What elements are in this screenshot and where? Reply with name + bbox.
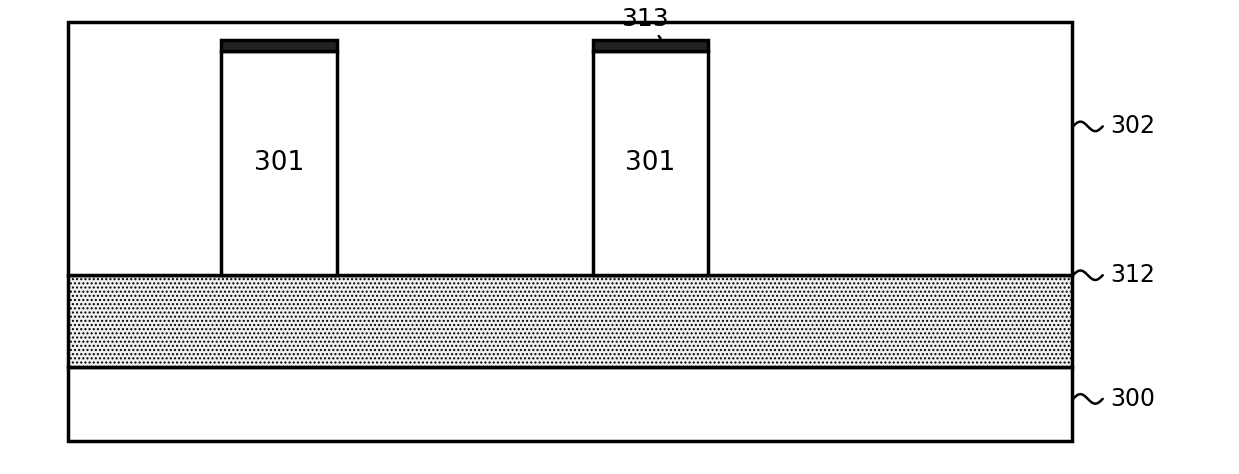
Bar [68,367,1072,441]
Text: 300: 300 [1110,387,1155,411]
Bar [68,22,1072,275]
Bar [592,51,707,275]
Bar [68,275,1072,367]
Text: 312: 312 [1110,263,1155,287]
Bar [222,40,337,51]
Bar [592,40,707,51]
Text: 301: 301 [626,150,675,176]
Bar [222,51,337,275]
Text: 302: 302 [1110,114,1155,138]
Text: 313: 313 [622,7,669,38]
Text: 301: 301 [254,150,304,176]
